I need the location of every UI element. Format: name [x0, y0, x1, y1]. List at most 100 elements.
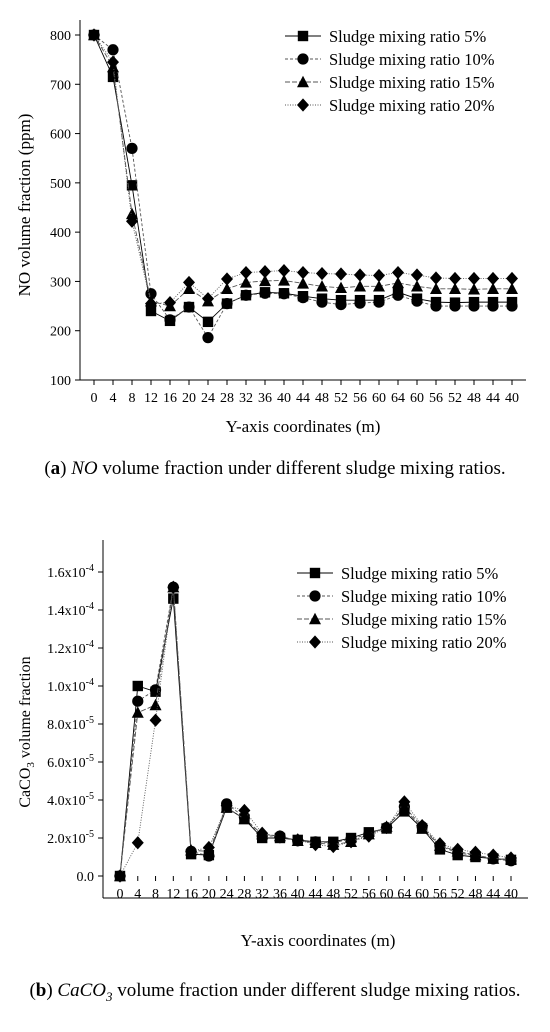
data-point	[278, 288, 290, 300]
y-tick-label: 8.0x10-5	[47, 715, 94, 733]
series-group	[114, 580, 517, 883]
x-tick-label: 36	[258, 391, 272, 406]
y-axis-label: CaCO3 volume fraction	[17, 656, 37, 807]
data-point	[164, 314, 176, 326]
data-point	[335, 281, 347, 294]
data-point	[335, 298, 347, 311]
data-point	[411, 268, 423, 282]
y-tick-label: 400	[50, 226, 71, 241]
y-tick-label: 300	[50, 275, 71, 290]
data-point	[506, 271, 518, 286]
x-tick-label: 12	[166, 887, 180, 902]
legend-marker	[297, 53, 309, 65]
data-point	[392, 265, 404, 280]
legend-marker	[309, 612, 321, 625]
x-tick-label: 24	[201, 391, 215, 406]
data-point	[469, 845, 482, 859]
y-tick-label: 200	[50, 325, 71, 340]
data-point	[202, 332, 214, 344]
data-point	[259, 274, 271, 287]
data-point	[240, 289, 252, 301]
data-point	[259, 287, 271, 299]
data-point	[238, 803, 251, 818]
x-tick-label: 0	[91, 391, 98, 406]
data-point	[297, 265, 309, 280]
x-ticks: 0 4 8 12 16 20 24 28 32 36 40 44 48 52 56 60 64 60 56 52 48 4…	[91, 380, 519, 406]
data-point	[309, 838, 322, 852]
x-tick-label: 52	[344, 887, 358, 902]
legend-item: Sludge mixing ratio 15%	[297, 610, 507, 629]
data-point	[449, 300, 461, 312]
data-point	[430, 271, 442, 285]
x-tick-label: 32	[255, 887, 269, 902]
x-tick-label: 60	[415, 887, 429, 902]
x-tick-label: 60	[372, 391, 386, 406]
data-point	[202, 316, 214, 328]
data-point	[362, 829, 375, 843]
data-point	[468, 271, 480, 286]
caption-b-text: volume fraction under different sludge m…	[112, 980, 521, 1001]
y-tick-label: 800	[50, 29, 71, 44]
x-tick-label: 8	[152, 887, 159, 902]
x-tick-label: 16	[163, 391, 177, 406]
data-point	[487, 282, 499, 295]
data-point	[416, 819, 429, 833]
x-tick-label: 56	[353, 391, 367, 406]
data-point	[411, 280, 423, 292]
legend-item: Sludge mixing ratio 15%	[285, 73, 495, 92]
legend-item: Sludge mixing ratio 10%	[285, 50, 495, 69]
data-point	[238, 812, 251, 825]
data-point	[183, 275, 195, 290]
caption-b-italic: CaCO	[57, 980, 106, 1001]
y-axis-label-sub: 3	[25, 762, 37, 768]
data-point	[433, 837, 446, 851]
x-tick-label: 56	[362, 887, 376, 902]
data-point	[149, 684, 162, 696]
legend-label: Sludge mixing ratio 15%	[341, 610, 507, 629]
legend-item: Sludge mixing ratio 20%	[285, 96, 495, 115]
legend-marker	[309, 567, 321, 579]
x-tick-label: 52	[448, 391, 462, 406]
x-tick-label: 4	[134, 887, 141, 902]
data-point	[505, 851, 517, 865]
x-tick-label: 48	[468, 887, 482, 902]
legend-item: Sludge mixing ratio 5%	[297, 564, 498, 583]
legend-marker	[309, 590, 321, 602]
data-point	[291, 833, 304, 847]
x-tick-label: 12	[144, 391, 158, 406]
data-point	[145, 297, 157, 311]
series-line	[93, 34, 512, 339]
data-point	[316, 296, 328, 308]
legend-item: Sludge mixing ratio 10%	[297, 587, 507, 606]
data-point	[259, 264, 271, 279]
caco3-volume-fraction-chart: 0 4 8 12 16 20 24 28 32 36 40 44 48 52 56 60 64 60 56 52 48 4…	[17, 540, 528, 950]
y-tick-label: 1.6x10-4	[47, 563, 94, 581]
data-point	[335, 267, 347, 281]
x-tick-label: 56	[433, 887, 447, 902]
data-point	[88, 28, 100, 42]
data-point	[297, 277, 309, 289]
data-point	[398, 795, 411, 809]
x-tick-label: 64	[391, 391, 405, 406]
x-axis-label: Y-axis coordinates (m)	[226, 417, 381, 436]
caption-b-italic-sub: 3	[106, 988, 113, 1004]
y-tick-label: 600	[50, 128, 71, 143]
y-tick-label: 100	[50, 374, 71, 389]
legend-label: Sludge mixing ratio 20%	[329, 96, 495, 115]
data-point	[373, 268, 385, 283]
y-axis-label-tail: volume fraction	[17, 656, 34, 762]
y-ticks: 100 200 300 400 500 600 700 800	[50, 29, 80, 389]
data-point	[221, 298, 233, 310]
x-ticks: 0 4 8 12 16 20 24 28 32 36 40 44 48 52 56 60 64 60 56 52 48 4…	[117, 876, 518, 902]
data-point	[487, 300, 499, 312]
x-tick-label: 40	[505, 391, 519, 406]
data-point	[149, 713, 162, 727]
data-point	[183, 301, 195, 313]
legend-marker	[297, 98, 309, 112]
legend-label: Sludge mixing ratio 5%	[329, 27, 486, 46]
x-tick-label: 36	[273, 887, 287, 902]
data-point	[221, 282, 233, 295]
data-point	[114, 869, 126, 883]
y-tick-label: 1.4x10-4	[47, 601, 94, 619]
series-line	[93, 34, 512, 305]
